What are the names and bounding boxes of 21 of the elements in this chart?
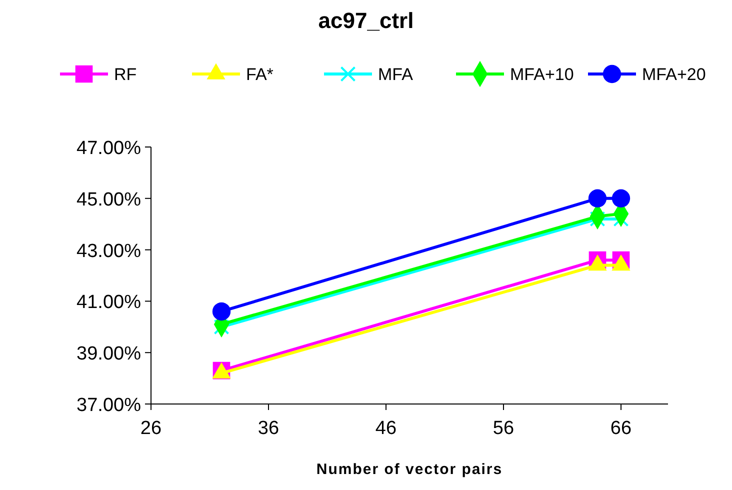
y-tick-label: 37.00% (76, 395, 142, 416)
legend-label: RF (114, 65, 137, 84)
point (612, 189, 630, 208)
y-tick-label: 41.00% (76, 292, 142, 314)
x-tick-label: 36 (258, 418, 280, 439)
chart-title: ac97_ctrl (318, 8, 414, 33)
point (588, 189, 607, 208)
x-tick-label: 26 (140, 418, 162, 439)
y-tick-label: 45.00% (76, 189, 142, 210)
legend-label: FA* (246, 65, 274, 84)
x-tick-label: 56 (492, 418, 514, 439)
x-tick-label: 66 (610, 418, 632, 439)
legend-label: MFA (378, 65, 414, 84)
y-tick-label: 47.00% (76, 138, 142, 159)
y-tick-label: 39.00% (76, 344, 142, 365)
point (212, 302, 231, 321)
legend-label: MFA+20 (642, 65, 706, 84)
x-axis-title: Number of vector pairs (316, 461, 503, 478)
legend-label: MFA+10 (510, 65, 574, 84)
x-tick-label: 46 (375, 418, 397, 439)
y-tick-label: 43.00% (76, 240, 142, 262)
